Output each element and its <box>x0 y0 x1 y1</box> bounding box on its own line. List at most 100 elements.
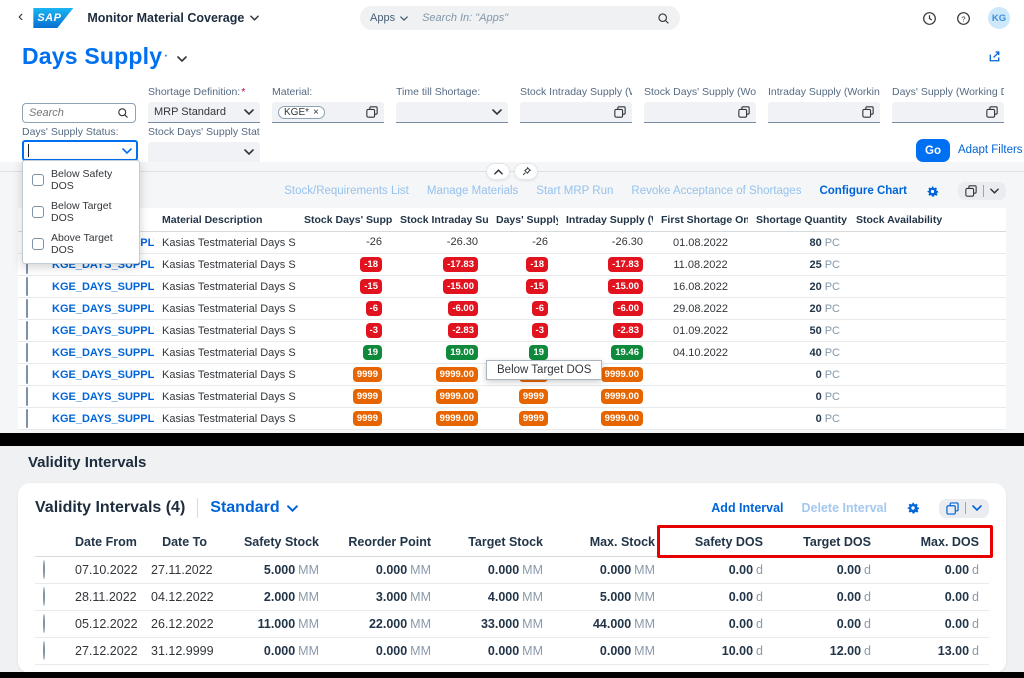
search-scope-select[interactable]: Apps <box>370 12 408 24</box>
col-reorder-point[interactable]: Reorder Point <box>329 535 441 549</box>
table-row[interactable]: KGE_DAYS_SUPPLY_08 Kasias Testmaterial D… <box>18 408 1006 430</box>
value-help-icon[interactable] <box>366 106 378 118</box>
shortage-definition-select[interactable]: MRP Standard <box>148 102 260 123</box>
delete-interval-button[interactable]: Delete Interval <box>802 501 887 515</box>
row-checkbox[interactable] <box>26 277 28 296</box>
token-remove-icon[interactable]: × <box>313 107 319 118</box>
pin-icon[interactable] <box>514 163 538 180</box>
stock-days-supply-status-select[interactable] <box>148 142 260 163</box>
row-checkbox[interactable] <box>26 409 28 428</box>
export-menu-button[interactable] <box>939 499 989 518</box>
col-date-to[interactable]: Date To <box>141 535 217 549</box>
adapt-filters-link[interactable]: Adapt Filters (3) <box>958 144 1024 156</box>
row-checkbox[interactable] <box>26 321 28 340</box>
col-material-description[interactable]: Material Description <box>154 214 296 226</box>
app-title-menu[interactable]: Monitor Material Coverage <box>87 11 259 25</box>
chevron-down-icon[interactable] <box>122 148 132 154</box>
value-help-icon[interactable] <box>862 106 874 118</box>
row-checkbox[interactable] <box>26 299 28 318</box>
shell-search[interactable]: Apps <box>360 6 680 30</box>
checkbox[interactable] <box>32 174 44 186</box>
go-button[interactable]: Go <box>916 139 950 162</box>
table-row[interactable]: KGE_DAYS_SUPPLY_01 Kasias Testmaterial D… <box>18 298 1006 320</box>
table-row[interactable]: KGE_DAYS_SUPPLY_03 Kasias Testmaterial D… <box>18 320 1006 342</box>
table-row[interactable]: KGE_DAYS_SUPPLY_05 Kasias Testmaterial D… <box>18 254 1006 276</box>
avatar[interactable]: KG <box>988 7 1010 29</box>
view-select[interactable]: Standard <box>210 499 297 517</box>
days-supply-status-combobox[interactable] <box>22 140 138 161</box>
material-token[interactable]: KGE*× <box>278 106 325 119</box>
row-radio[interactable] <box>43 560 45 579</box>
back-icon[interactable]: ‹ <box>18 8 23 26</box>
col-safety-dos[interactable]: Safety DOS <box>665 535 773 549</box>
row-radio[interactable] <box>43 641 45 660</box>
export-menu-button[interactable] <box>958 182 1006 200</box>
table-row[interactable]: KGE_DAYS_SUPPLY_09 Kasias Testmaterial D… <box>18 232 1006 254</box>
row-radio[interactable] <box>43 614 45 633</box>
page-title-chevron-icon[interactable] <box>177 56 187 62</box>
material-input[interactable]: KGE*× <box>272 102 384 123</box>
row-radio[interactable] <box>43 587 45 606</box>
value-help-icon[interactable] <box>986 106 998 118</box>
col-date-from[interactable]: Date From <box>65 535 141 549</box>
col-safety-stock[interactable]: Safety Stock <box>217 535 329 549</box>
time-till-shortage-select[interactable] <box>396 102 508 123</box>
col-target-stock[interactable]: Target Stock <box>441 535 553 549</box>
start-mrp-run-link[interactable]: Start MRP Run <box>536 185 613 197</box>
value-help-icon[interactable] <box>738 106 750 118</box>
checkbox[interactable] <box>32 238 44 250</box>
validity-row[interactable]: 27.12.2022 31.12.9999 0.000MM 0.000MM 0.… <box>35 638 989 665</box>
manage-materials-link[interactable]: Manage Materials <box>427 185 518 197</box>
col-stock-intraday-supply[interactable]: Stock Intraday Supp... <box>392 214 488 226</box>
validity-row[interactable]: 28.11.2022 04.12.2022 2.000MM 3.000MM 4.… <box>35 584 989 611</box>
settings-gear-icon[interactable] <box>905 500 921 516</box>
material-number-link[interactable]: KGE_DAYS_SUPPLY_03 <box>44 325 154 337</box>
col-days-supply[interactable]: Days' Supply... <box>488 214 558 226</box>
row-checkbox[interactable] <box>26 365 28 384</box>
row-checkbox[interactable] <box>26 343 28 362</box>
material-number-link[interactable]: KGE_DAYS_SUPPLY_08 <box>44 413 154 425</box>
search-icon[interactable] <box>117 107 129 119</box>
shell-search-input[interactable] <box>422 12 657 24</box>
dropdown-option[interactable]: Below Safety DOS <box>23 164 139 196</box>
sap-logo[interactable]: SAP <box>33 8 73 28</box>
table-row[interactable]: KGE_DAYS_SUPPLY_06 Kasias Testmaterial D… <box>18 386 1006 408</box>
col-shortage-quantity[interactable]: Shortage Quantity <box>748 214 848 226</box>
material-number-link[interactable]: KGE_DAYS_SUPPLY_02 <box>44 369 154 381</box>
value-help-icon[interactable] <box>614 106 626 118</box>
days-supply-input[interactable] <box>892 102 1004 123</box>
validity-row[interactable]: 07.10.2022 27.11.2022 5.000MM 0.000MM 0.… <box>35 557 989 584</box>
table-row[interactable]: KGE_DAYS_SUPPLY_04 Kasias Testmaterial D… <box>18 276 1006 298</box>
help-icon[interactable]: ? <box>954 9 972 27</box>
dropdown-option[interactable]: Above Target DOS <box>23 228 139 260</box>
col-max-stock[interactable]: Max. Stock <box>553 535 665 549</box>
stock-requirements-list-link[interactable]: Stock/Requirements List <box>284 185 409 197</box>
col-target-dos[interactable]: Target DOS <box>773 535 881 549</box>
share-icon[interactable] <box>987 49 1002 64</box>
collapse-icon[interactable] <box>486 163 510 180</box>
col-stock-days-supply[interactable]: Stock Days' Supply (... <box>296 214 392 226</box>
activities-icon[interactable] <box>920 9 938 27</box>
stock-intraday-supply-input[interactable] <box>520 102 632 123</box>
material-number-link[interactable]: KGE_DAYS_SUPPLY_07 <box>44 347 154 359</box>
material-number-link[interactable]: KGE_DAYS_SUPPLY_01 <box>44 303 154 315</box>
configure-chart-link[interactable]: Configure Chart <box>819 185 907 197</box>
col-intraday-supply[interactable]: Intraday Supply (W... <box>558 214 653 226</box>
col-first-shortage-on[interactable]: First Shortage On <box>653 214 748 226</box>
row-checkbox[interactable] <box>26 387 28 406</box>
filter-search-field[interactable] <box>22 103 136 123</box>
filter-search-input[interactable] <box>29 107 117 119</box>
search-icon[interactable] <box>657 12 670 25</box>
col-stock-availability[interactable]: Stock Availability <box>848 214 986 226</box>
col-max-dos[interactable]: Max. DOS <box>881 535 989 549</box>
dropdown-option[interactable]: Below Target DOS <box>23 196 139 228</box>
add-interval-button[interactable]: Add Interval <box>711 501 783 515</box>
material-number-link[interactable]: KGE_DAYS_SUPPLY_04 <box>44 281 154 293</box>
stock-days-supply-input[interactable] <box>644 102 756 123</box>
validity-row[interactable]: 05.12.2022 26.12.2022 11.000MM 22.000MM … <box>35 611 989 638</box>
revoke-acceptance-link[interactable]: Revoke Acceptance of Shortages <box>631 185 801 197</box>
material-number-link[interactable]: KGE_DAYS_SUPPLY_06 <box>44 391 154 403</box>
settings-gear-icon[interactable] <box>925 184 940 199</box>
intraday-supply-input[interactable] <box>768 102 880 123</box>
checkbox[interactable] <box>32 206 44 218</box>
